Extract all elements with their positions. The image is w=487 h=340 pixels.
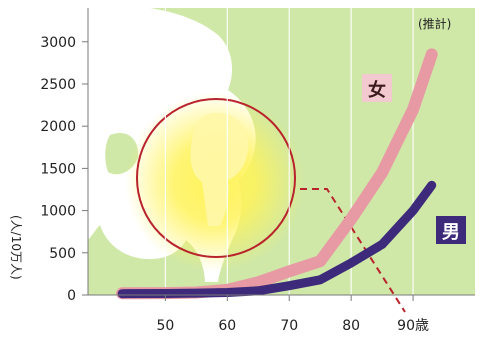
series-badge-female: 女: [362, 74, 392, 102]
y-tick-label: 3000: [40, 35, 76, 51]
femur-head: [190, 112, 249, 226]
y-tick-label: 1500: [40, 161, 76, 177]
axis-layer: 50 60 70 80 90歳 0 500 1000 1500 2000 2500 3000: [40, 35, 429, 334]
x-tick-label: 90歳: [397, 318, 429, 334]
estimate-note: (推計): [418, 16, 451, 31]
grid-layer: [164, 8, 414, 295]
y-axis-label: (人/10万人): [9, 215, 23, 280]
pelvis-small-bone: [112, 14, 133, 29]
series-badge-male: 男: [436, 216, 466, 244]
callout-dashed-line: [300, 188, 406, 313]
x-tick-label: 70: [280, 318, 298, 334]
series-layer: [116, 48, 438, 300]
y-tick-label: 1000: [40, 204, 76, 220]
y-tick-label: 0: [67, 288, 76, 304]
series-badge-male-bg: [436, 216, 466, 244]
series-badge-male-text: 男: [442, 222, 460, 243]
x-tick-label: 60: [218, 318, 236, 334]
x-tick-label: 50: [156, 318, 174, 334]
pelvis-illustration: [88, 8, 305, 282]
hip-joint-circle: [136, 98, 296, 258]
x-tick-label: 80: [342, 318, 360, 334]
y-tick-label: 500: [49, 246, 76, 262]
y-tick-label: 2500: [40, 77, 76, 93]
series-badge-female-text: 女: [368, 79, 386, 101]
series-badge-female-bg: [362, 74, 392, 102]
y-tick-label: 2000: [40, 119, 76, 135]
